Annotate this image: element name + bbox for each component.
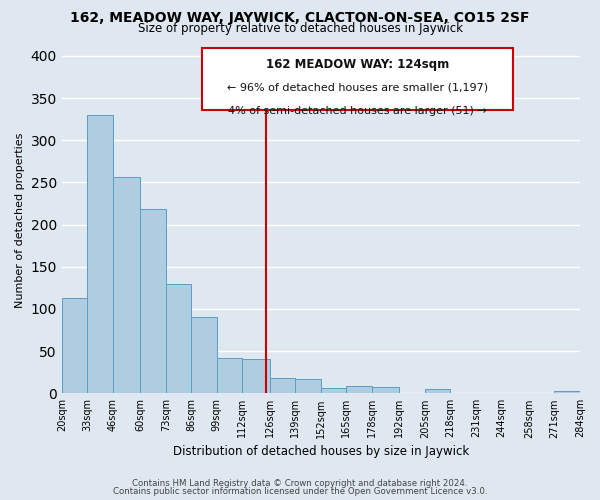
Bar (62, 298, 88, 394)
Bar (425, 389, 451, 394)
Text: 162, MEADOW WAY, JAYWICK, CLACTON-ON-SEA, CO15 2SF: 162, MEADOW WAY, JAYWICK, CLACTON-ON-SEA… (70, 11, 530, 25)
Text: 162 MEADOW WAY: 124sqm: 162 MEADOW WAY: 124sqm (266, 58, 449, 71)
Text: Contains public sector information licensed under the Open Government Licence v3: Contains public sector information licen… (113, 487, 487, 496)
Bar (113, 176, 140, 394)
Bar (140, 208, 166, 394)
Bar (191, 316, 217, 394)
Y-axis label: Number of detached properties: Number of detached properties (15, 132, 25, 308)
Bar (88, 115, 113, 394)
X-axis label: Distribution of detached houses by size in Jaywick: Distribution of detached houses by size … (173, 444, 469, 458)
Bar (270, 378, 295, 394)
Bar (242, 358, 270, 394)
Bar (372, 386, 400, 394)
Text: Contains HM Land Registry data © Crown copyright and database right 2024.: Contains HM Land Registry data © Crown c… (132, 478, 468, 488)
Bar (295, 379, 321, 394)
Bar (554, 391, 580, 394)
Text: 4% of semi-detached houses are larger (51) →: 4% of semi-detached houses are larger (5… (228, 106, 487, 117)
Text: Size of property relative to detached houses in Jaywick: Size of property relative to detached ho… (137, 22, 463, 35)
Text: ← 96% of detached houses are smaller (1,197): ← 96% of detached houses are smaller (1,… (227, 82, 488, 92)
FancyBboxPatch shape (202, 48, 512, 110)
Bar (217, 358, 242, 394)
Bar (321, 388, 346, 394)
Bar (346, 386, 372, 394)
Bar (166, 284, 191, 394)
